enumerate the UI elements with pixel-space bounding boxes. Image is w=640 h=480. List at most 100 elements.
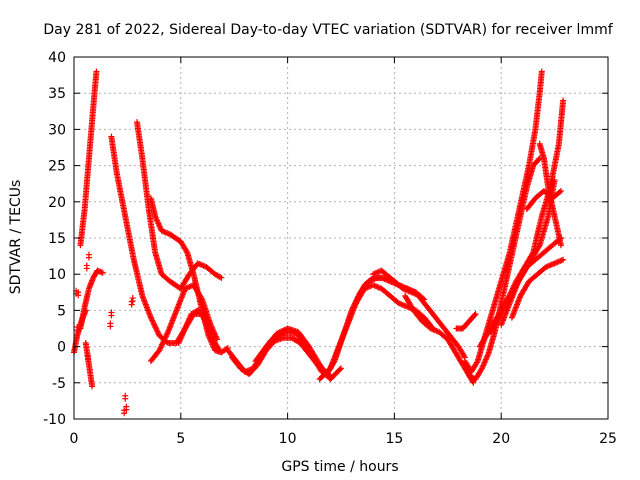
data-point-early-dip [89, 383, 96, 390]
data-point-track-a [147, 314, 154, 321]
data-point-track-a [153, 325, 160, 332]
data-point-midday-5 [350, 303, 357, 310]
data-point-midday-6 [355, 294, 362, 301]
y-axis-title: SDTVAR / TECUs [8, 180, 24, 295]
grid [74, 57, 608, 419]
x-axis-title: GPS time / hours [281, 459, 398, 475]
data-point-track-d [157, 345, 164, 352]
data-point-midday-6 [356, 291, 363, 298]
data-point-track-d [163, 331, 170, 338]
data-point-midday-6 [353, 298, 360, 305]
data-point-midday-3 [275, 329, 282, 336]
data-point-midday-8 [470, 379, 477, 386]
data-point-midday-6 [356, 293, 363, 300]
data-point-midday-6 [354, 297, 361, 304]
data-point-track-d [198, 295, 205, 302]
y-tick-label: -10 [43, 412, 66, 428]
data-point-isolated [84, 355, 91, 362]
y-tick-label: 25 [48, 159, 66, 175]
data-point-midday-3 [276, 329, 283, 336]
data-point-midday-6 [360, 284, 367, 291]
data-point-isolated [128, 301, 135, 308]
data-point-late-7 [558, 242, 565, 249]
data-point-track-a [151, 322, 158, 329]
data-point-track-d [163, 333, 170, 340]
data-point-track-d [164, 330, 171, 337]
data-point-track-a [150, 320, 157, 327]
data-point-isolated [83, 265, 90, 272]
y-tick-label: 10 [48, 267, 66, 283]
data-point-midday-6 [358, 287, 365, 294]
x-tick-label: 20 [492, 431, 510, 447]
data-point-midday-6 [368, 275, 375, 282]
data-point-late-4 [560, 97, 567, 104]
data-point-midday-6 [461, 353, 468, 360]
data-point-midday-5 [349, 304, 356, 311]
data-point-track-a [152, 324, 159, 331]
axis-ticks: 0 5 10 15 20 25 -10 -5 0 5 10 15 20 25 30 35 40 [43, 50, 617, 447]
data-point-track-b [218, 274, 225, 281]
data-point-midday-6 [357, 290, 364, 297]
data-point-track-d [214, 336, 221, 343]
data-point-late-9 [471, 312, 478, 319]
y-tick-label: 0 [57, 340, 66, 356]
data-point-track-a [155, 329, 162, 336]
data-point-isolated [129, 298, 136, 305]
data-point-isolated [85, 254, 92, 261]
data-point-midday-5 [330, 359, 337, 366]
data-point-isolated [108, 312, 115, 319]
x-tick-label: 0 [70, 431, 79, 447]
data-point-midday-3 [281, 326, 288, 333]
data-point-track-d [159, 340, 166, 347]
y-tick-label: 30 [48, 122, 66, 138]
data-point-early-mid [99, 269, 106, 276]
data-point-midday-6 [352, 300, 359, 307]
x-tick-label: 5 [176, 431, 185, 447]
data-point-early-rise [93, 68, 100, 75]
x-tick-label: 10 [279, 431, 297, 447]
y-tick-label: 5 [57, 303, 66, 319]
data-point-midday-3 [279, 328, 286, 335]
data-point-track-d [158, 343, 165, 350]
data-point-track-a [149, 318, 156, 325]
data-point-midday-3 [277, 328, 284, 335]
y-tick-label: 20 [48, 195, 66, 211]
data-point-track-a [151, 321, 158, 328]
data-point-late-9 [472, 311, 479, 318]
data-point-track-d [156, 347, 163, 354]
data-point-track-d [159, 341, 166, 348]
data-point-late-2 [538, 68, 545, 75]
x-tick-label: 15 [385, 431, 403, 447]
data-point-isolated [122, 395, 129, 402]
data-point-midday-7 [420, 295, 427, 302]
data-point-midday-5 [348, 307, 355, 314]
data-point-isolated [75, 292, 82, 299]
y-tick-label: 35 [48, 86, 66, 102]
data-point-midday-3 [273, 330, 280, 337]
data-point-isolated [74, 327, 81, 333]
data-point-midday-3 [280, 327, 287, 334]
y-tick-label: 15 [48, 231, 66, 247]
data-point-track-d [161, 336, 168, 343]
data-point-track-a [153, 327, 160, 334]
data-point-late-8 [556, 188, 563, 195]
data-point-midday-6 [358, 289, 365, 296]
data-point-track-d [160, 338, 167, 345]
chart-title: Day 281 of 2022, Sidereal Day-to-day VTE… [43, 22, 613, 38]
data-point-late-1 [535, 156, 542, 163]
data-point-track-a [149, 317, 156, 324]
data-point-midday-3 [338, 365, 344, 372]
data-point-late-4 [529, 250, 536, 257]
y-tick-label: -5 [52, 376, 66, 392]
data-point-isolated [121, 410, 128, 417]
x-tick-label: 25 [599, 431, 617, 447]
y-tick-label: 40 [48, 50, 66, 66]
data-point-late-6 [560, 256, 567, 263]
data-point-isolated [123, 406, 130, 413]
data-marks [71, 68, 567, 417]
data-point-track-b [217, 274, 224, 281]
data-point-isolated [107, 323, 114, 330]
data-point-midday-6 [359, 286, 366, 293]
data-point-track-e [201, 314, 208, 321]
